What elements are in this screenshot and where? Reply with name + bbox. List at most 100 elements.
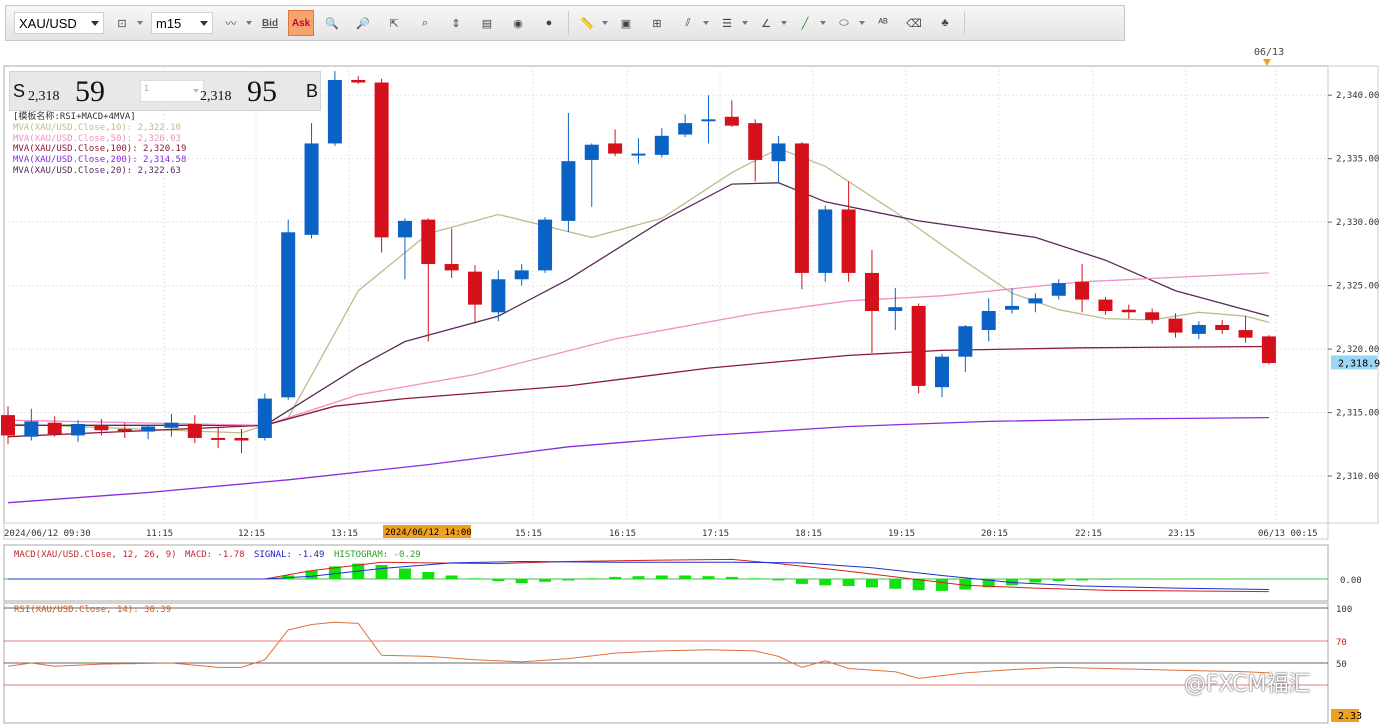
buy-price-pips[interactable]: 95: [247, 75, 277, 108]
candle-body[interactable]: [211, 437, 226, 440]
candle-body[interactable]: [468, 271, 482, 305]
price-tick-label: 2,325.00: [1336, 282, 1379, 292]
eye-icon[interactable]: ◉: [513, 17, 523, 30]
candle-body[interactable]: [724, 116, 739, 126]
candle-body[interactable]: [141, 426, 156, 432]
time-axis[interactable]: [3, 522, 1329, 540]
buy-price-prefix[interactable]: 2,318: [200, 89, 232, 104]
candle-body[interactable]: [678, 123, 693, 135]
candle-body[interactable]: [444, 264, 459, 271]
candle-body[interactable]: [1028, 298, 1043, 304]
objects-icon[interactable]: ♣: [941, 17, 949, 29]
buy-label[interactable]: B: [306, 81, 319, 101]
candle-body[interactable]: [257, 398, 272, 438]
candle-body[interactable]: [421, 219, 436, 265]
timeframe-select[interactable]: m15: [151, 12, 213, 34]
chevron-down-icon[interactable]: [703, 21, 709, 25]
lot-size-select[interactable]: 1: [140, 80, 204, 102]
price-axis[interactable]: [1327, 65, 1379, 524]
candle-body[interactable]: [631, 153, 646, 156]
candle-body[interactable]: [911, 305, 926, 386]
macd-histogram-bar: [398, 568, 411, 579]
candle-body[interactable]: [1238, 330, 1253, 338]
chevron-down-icon[interactable]: [742, 21, 748, 25]
trendline-icon[interactable]: ╱: [801, 17, 809, 30]
eraser-icon[interactable]: ⌫: [906, 17, 922, 30]
candle-body[interactable]: [935, 356, 949, 388]
angle-icon[interactable]: ∠: [761, 17, 771, 30]
zoom-reset-icon[interactable]: ⌕: [421, 16, 429, 29]
chevron-down-icon[interactable]: [246, 21, 252, 25]
candle-body[interactable]: [1098, 299, 1113, 312]
ask-button[interactable]: Ask: [288, 10, 314, 36]
sell-price-pips[interactable]: 59: [75, 75, 105, 108]
horizontal-lines-icon[interactable]: ☰: [722, 17, 732, 30]
chevron-down-icon[interactable]: [859, 21, 865, 25]
candle-body[interactable]: [654, 135, 669, 155]
chevron-down-icon[interactable]: [137, 21, 143, 25]
candle-body[interactable]: [841, 209, 856, 273]
chevron-down-icon[interactable]: [820, 21, 826, 25]
candle-body[interactable]: [327, 79, 342, 144]
ellipse-icon[interactable]: ⬭: [839, 16, 849, 29]
line-chart-icon[interactable]: 〰: [225, 18, 237, 30]
candle-body[interactable]: [888, 307, 903, 312]
globe-icon[interactable]: ●: [545, 17, 553, 29]
zoom-in-icon[interactable]: 🔍: [325, 17, 339, 30]
candle-body[interactable]: [1121, 309, 1136, 313]
candle-body[interactable]: [1191, 324, 1206, 334]
candle-body[interactable]: [71, 423, 86, 436]
screenshot-icon[interactable]: ⊞: [652, 17, 662, 30]
properties-icon[interactable]: ▤: [481, 17, 493, 30]
candle-body[interactable]: [771, 143, 786, 162]
sell-label[interactable]: S: [13, 81, 26, 101]
candle-body[interactable]: [514, 270, 529, 280]
candle-body[interactable]: [164, 422, 179, 428]
candle-body[interactable]: [397, 220, 412, 238]
candle-body[interactable]: [748, 123, 763, 160]
bid-button[interactable]: Bid: [261, 17, 279, 29]
candle-body[interactable]: [281, 232, 296, 398]
candle-body[interactable]: [538, 219, 553, 271]
candle-body[interactable]: [491, 279, 506, 313]
candle-body[interactable]: [94, 425, 109, 431]
candle-body[interactable]: [304, 143, 319, 235]
candle-body[interactable]: [24, 421, 39, 437]
pointer-icon[interactable]: ⇱: [389, 17, 399, 30]
candle-body[interactable]: [981, 311, 996, 331]
candle-body[interactable]: [1261, 336, 1276, 364]
candle-body[interactable]: [1168, 318, 1183, 333]
candle-body[interactable]: [608, 143, 623, 154]
candle-body[interactable]: [1145, 312, 1160, 320]
candle-body[interactable]: [1005, 305, 1020, 310]
candle-body[interactable]: [1051, 283, 1066, 296]
candle-body[interactable]: [818, 209, 833, 273]
ruler-icon[interactable]: 📏: [580, 17, 594, 30]
candle-body[interactable]: [47, 422, 62, 435]
image-icon[interactable]: ▣: [620, 17, 632, 30]
candle-body[interactable]: [864, 272, 879, 312]
fibonacci-icon[interactable]: ⫽: [685, 16, 691, 29]
fit-icon[interactable]: ⇕: [451, 17, 461, 30]
candle-body[interactable]: [374, 82, 389, 238]
candle-body[interactable]: [701, 119, 716, 122]
candle-body[interactable]: [351, 79, 366, 83]
chart-type-icon[interactable]: ⊡: [117, 17, 127, 30]
candle-body[interactable]: [794, 143, 809, 273]
chevron-down-icon[interactable]: [602, 21, 608, 25]
chevron-down-icon[interactable]: [781, 21, 787, 25]
candle-body[interactable]: [1075, 281, 1090, 300]
candle-body[interactable]: [187, 423, 202, 438]
candle-body[interactable]: [561, 161, 576, 221]
candle-body[interactable]: [1, 415, 15, 436]
zoom-out-icon[interactable]: 🔎: [356, 17, 370, 30]
candle-body[interactable]: [1215, 324, 1230, 331]
text-label-icon[interactable]: ᴬᴮ: [878, 17, 888, 29]
candle-body[interactable]: [958, 326, 973, 357]
candle-body[interactable]: [584, 144, 599, 160]
sell-price-prefix[interactable]: 2,318: [28, 89, 60, 104]
candle-body[interactable]: [234, 437, 249, 441]
candle-body[interactable]: [117, 429, 132, 432]
symbol-select[interactable]: XAU/USD: [14, 12, 104, 34]
